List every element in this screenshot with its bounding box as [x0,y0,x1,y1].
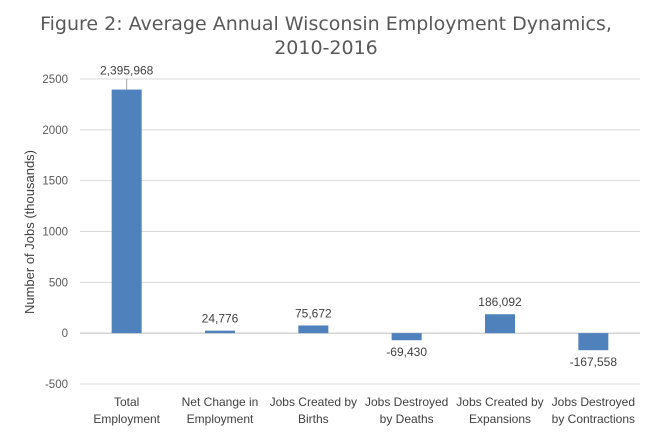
category-label: Employment [187,412,254,426]
y-tick-label: 1500 [42,176,68,188]
bar [298,325,329,334]
chart-title-line-1: Figure 2: Average Annual Wisconsin Emplo… [40,13,612,35]
gridlines [80,78,640,385]
y-tick-label: 500 [49,277,68,289]
category-label: by Contractions [552,412,635,426]
bar [485,314,515,334]
bar [391,333,422,341]
category-label: Total [114,395,139,409]
chart-title-line-2: 2010-2016 [274,37,378,59]
data-label: 186,092 [478,295,522,309]
bar [578,333,609,351]
y-tick-label: 1000 [42,227,68,239]
category-label: Expansions [469,412,531,426]
category-label: by Deaths [380,412,434,426]
category-label: Jobs Destroyed [552,395,635,409]
category-label: Jobs Created by [456,395,543,409]
y-tick-label: 2000 [42,125,68,137]
category-label: Jobs Destroyed [365,395,448,409]
category-label: Employment [93,412,160,426]
y-tick-label: 0 [62,328,68,340]
category-label: Births [298,412,329,426]
data-label: -69,430 [386,345,427,359]
y-tick-label: 2500 [42,74,68,86]
data-label: 2,395,968 [100,64,154,78]
data-labels: 2,395,968 24,776 75,672 -69,430 186,092 -167,… [100,64,617,370]
category-label: Jobs Created by [270,395,357,409]
bar [111,89,142,334]
y-axis-ticks: -500 0 500 1000 1500 2000 2500 [42,74,68,391]
category-label: Net Change in [182,395,259,409]
data-label: 24,776 [202,312,239,326]
category-labels: Total Employment Net Change in Employment Jo… [93,395,635,426]
data-label: 75,672 [295,306,332,320]
y-axis-title: Number of Jobs (thousands) [22,150,37,314]
bar [205,330,235,334]
data-label: -167,558 [570,355,618,369]
bars [111,89,609,351]
y-tick-label: -500 [45,379,68,391]
